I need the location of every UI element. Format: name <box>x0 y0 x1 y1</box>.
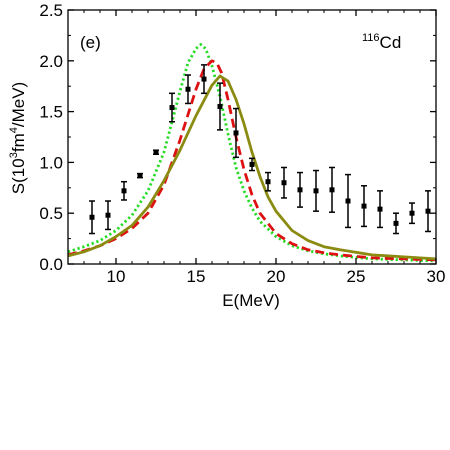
theory-curve-3 <box>67 74 437 261</box>
y-title-exp1: 3 <box>8 152 20 158</box>
experimental-point <box>265 171 271 192</box>
x-tick-label: 20 <box>267 267 286 286</box>
y-title-exp2: 4 <box>8 127 20 133</box>
nucleus-label: 116Cd <box>362 32 401 52</box>
y-tick-label: 0.0 <box>39 255 63 274</box>
axis-ticks: 10 15 20 25 30 0.0 0.5 1.0 1.5 2.0 2.5 <box>39 1 445 286</box>
x-tick-label: 25 <box>347 267 366 286</box>
y-title-prefix: S(10 <box>9 158 28 194</box>
x-tick-label: 30 <box>427 267 446 286</box>
data-marker <box>185 86 191 92</box>
x-tick-label: 10 <box>107 267 126 286</box>
data-marker <box>105 212 111 218</box>
data-marker <box>425 208 431 214</box>
experimental-point <box>249 157 255 172</box>
data-marker <box>393 220 399 226</box>
nucleus-mass: 116 <box>362 32 380 44</box>
experimental-point <box>409 202 415 225</box>
data-marker <box>137 173 143 179</box>
data-marker <box>281 180 287 186</box>
experimental-point <box>281 166 287 199</box>
data-marker <box>265 179 271 185</box>
y-tick-label: 2.5 <box>39 1 63 20</box>
data-marker <box>153 149 159 155</box>
data-marker <box>201 76 207 82</box>
experimental-point <box>345 173 351 229</box>
y-tick-label: 2.0 <box>39 52 63 71</box>
experimental-points <box>89 64 431 235</box>
theory-curve-2 <box>67 59 437 262</box>
experimental-point <box>185 74 191 105</box>
panel-label: (e) <box>80 33 101 52</box>
y-tick-label: 0.5 <box>39 204 63 223</box>
experimental-point <box>105 200 111 231</box>
experimental-point <box>297 171 303 208</box>
data-marker <box>297 187 303 193</box>
y-tick-label: 1.5 <box>39 103 63 122</box>
data-marker <box>217 104 223 110</box>
data-marker <box>169 105 175 111</box>
data-marker <box>313 188 319 194</box>
experimental-point <box>361 185 367 228</box>
experimental-point <box>377 190 383 229</box>
experimental-point <box>201 64 207 95</box>
data-marker <box>361 203 367 209</box>
theory-curves <box>67 43 437 263</box>
x-axis-title: E(MeV) <box>222 291 280 310</box>
experimental-point <box>313 169 319 212</box>
y-axis-title: S(103fm4/MeV) <box>8 82 28 194</box>
nucleus-symbol: Cd <box>380 33 402 52</box>
y-title-mid: fm <box>9 133 28 152</box>
y-title-suffix: /MeV) <box>9 82 28 127</box>
plot-frame <box>67 9 437 265</box>
y-tick-label: 1.0 <box>39 153 63 172</box>
data-marker <box>89 214 95 220</box>
data-marker <box>121 188 127 194</box>
x-tick-label: 15 <box>187 267 206 286</box>
experimental-point <box>425 190 431 233</box>
experimental-point <box>121 180 127 201</box>
data-marker <box>377 206 383 212</box>
data-marker <box>233 130 239 136</box>
data-marker <box>329 187 335 193</box>
data-marker <box>345 198 351 204</box>
experimental-point <box>89 200 95 235</box>
data-marker <box>409 210 415 216</box>
experimental-point <box>153 149 159 156</box>
experimental-point <box>329 166 335 213</box>
data-marker <box>249 161 255 167</box>
experimental-point <box>137 172 143 179</box>
experimental-point <box>217 82 223 131</box>
experimental-point <box>233 107 239 159</box>
experimental-point <box>169 92 175 123</box>
experimental-point <box>393 212 399 235</box>
